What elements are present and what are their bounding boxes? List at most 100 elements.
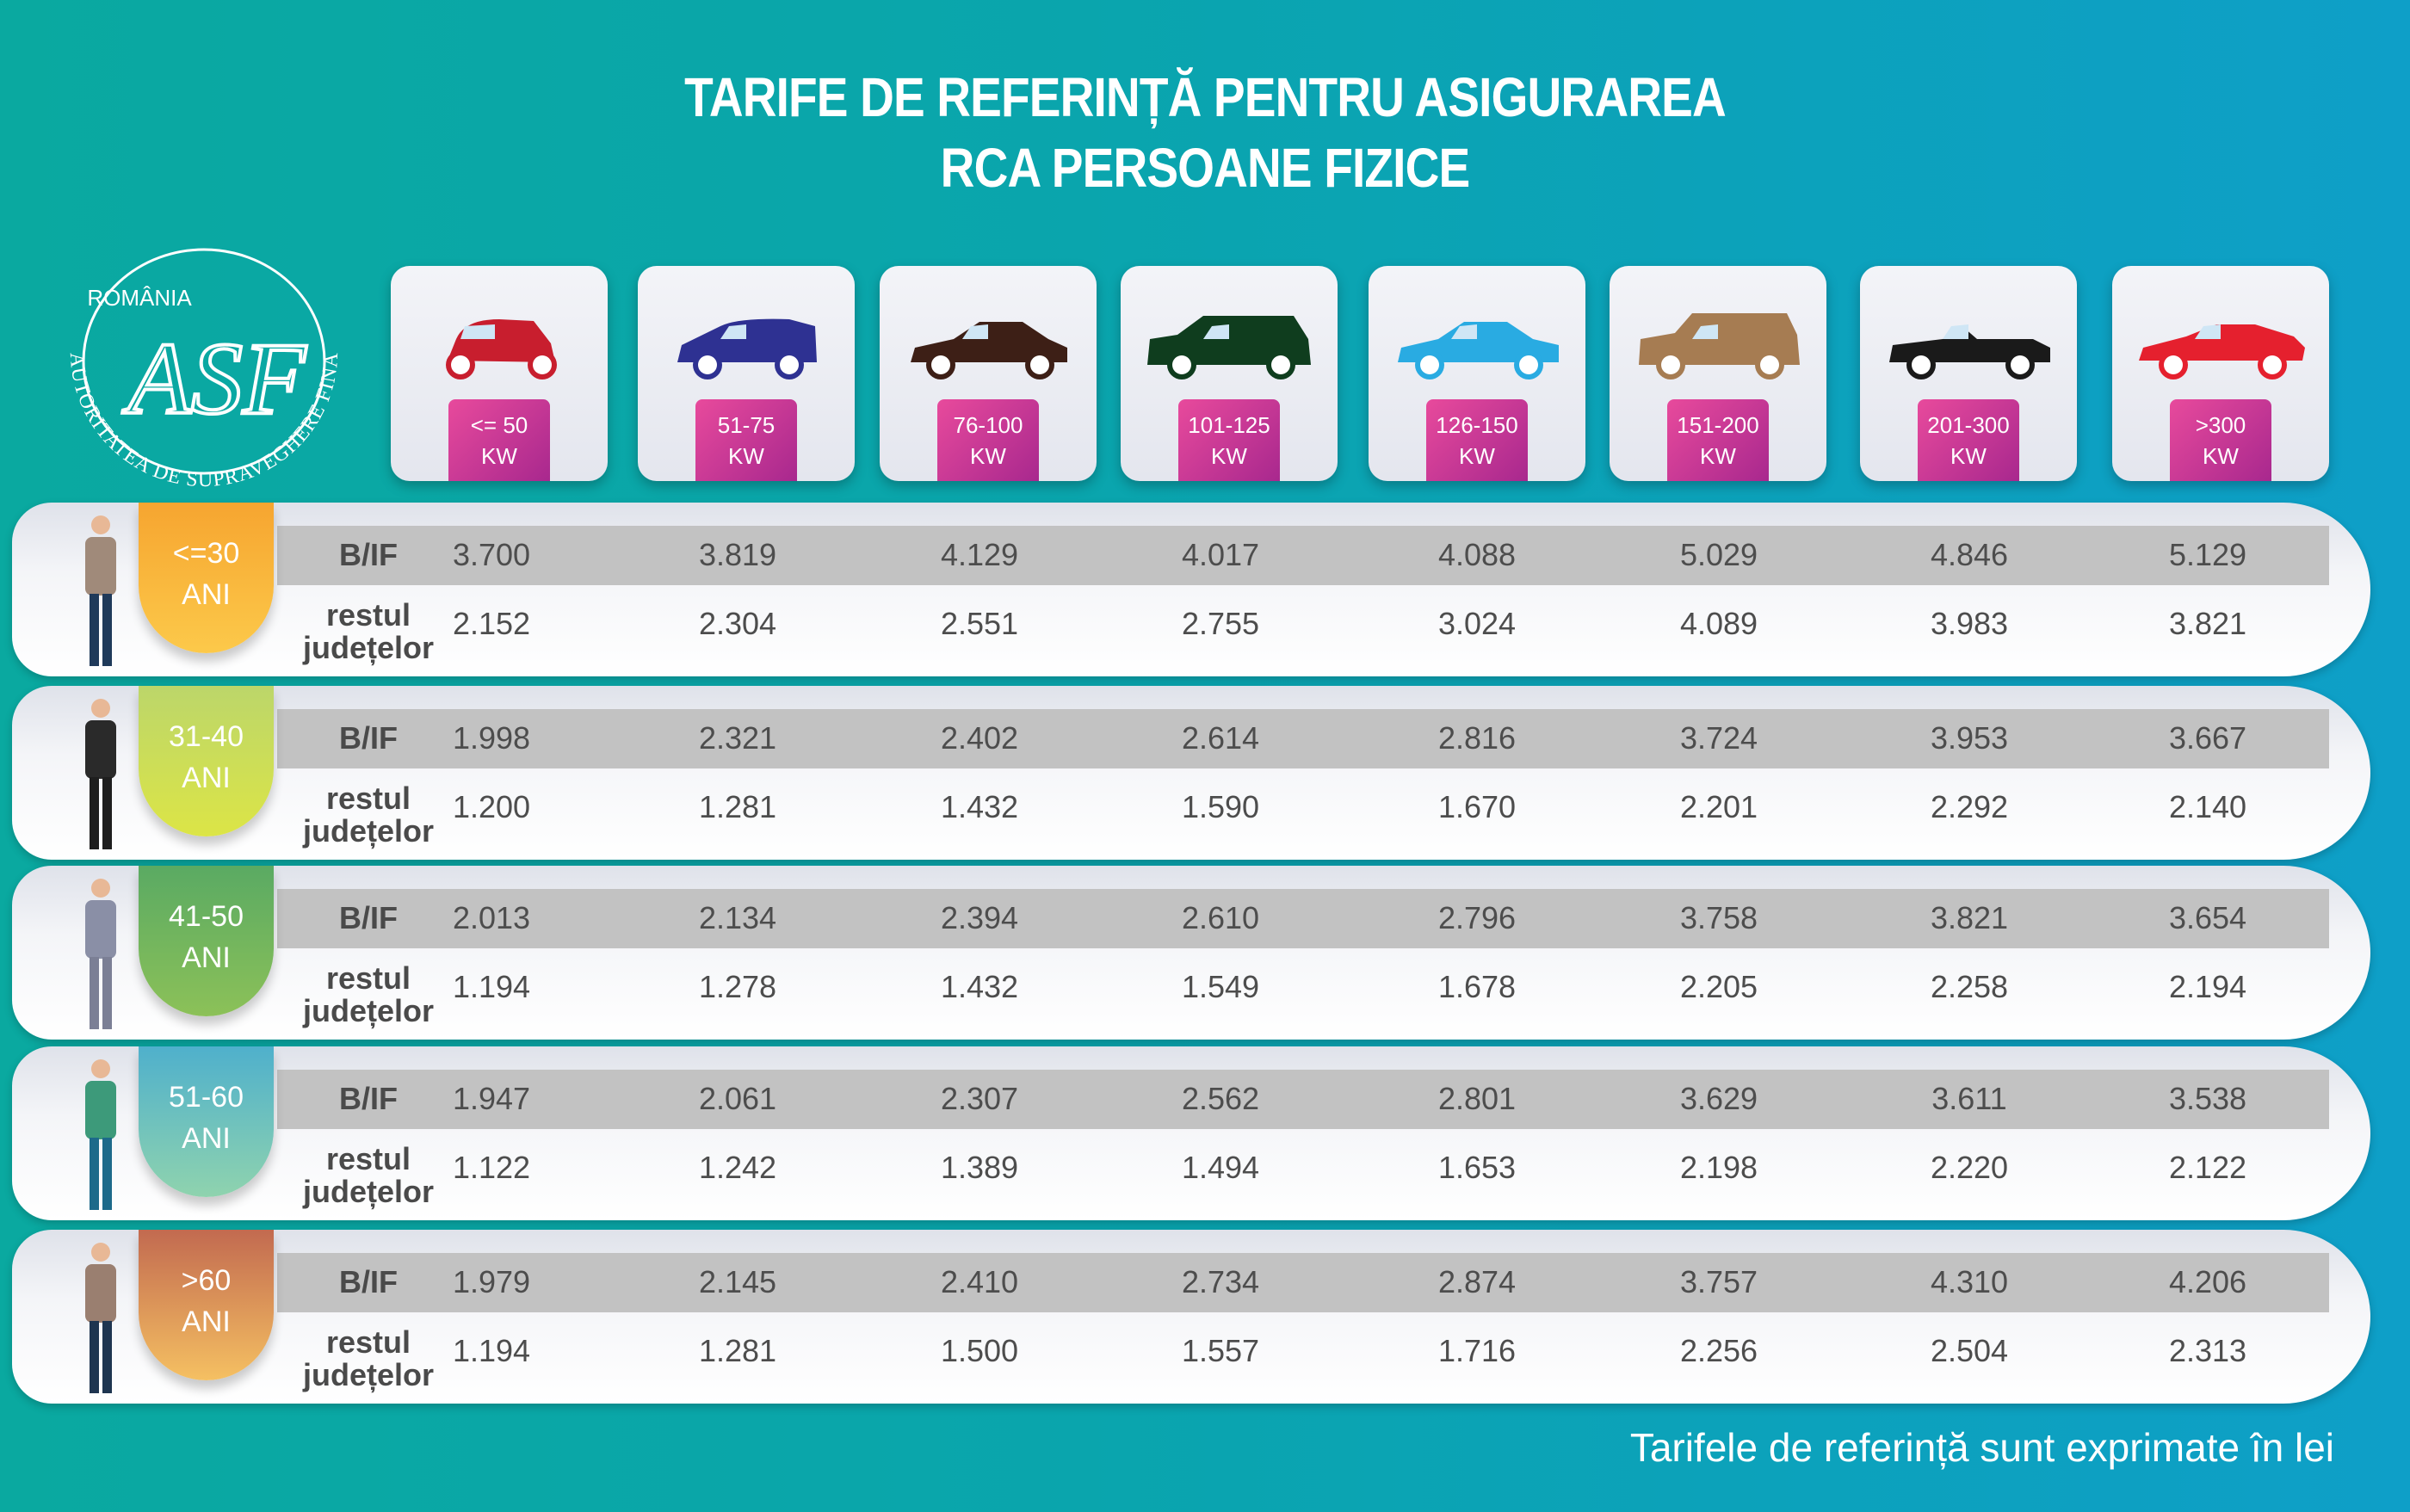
- rest-tariff: 2.313: [2168, 1333, 2247, 1368]
- rest-tariff: 2.122: [2168, 1150, 2247, 1185]
- bif-tariff: 3.654: [2168, 900, 2247, 935]
- rest-tariff: 1.122: [452, 1150, 531, 1185]
- bif-tariff: 3.538: [2168, 1081, 2247, 1116]
- bif-tariff: 1.998: [452, 720, 531, 756]
- person-icon: [85, 1243, 116, 1393]
- power-label: 101-125 KW: [1178, 399, 1280, 481]
- power-unit: KW: [1700, 443, 1736, 469]
- page-title-line2: RCA PERSOANE FIZICE: [940, 137, 1470, 199]
- age-range: 41-50: [169, 900, 244, 933]
- bif-tariff: 2.013: [452, 900, 531, 935]
- bif-tariff: 2.801: [1437, 1081, 1517, 1116]
- bif-tariff: 2.145: [698, 1264, 777, 1299]
- bif-tariff: 2.562: [1181, 1081, 1260, 1116]
- rest-tariff: 2.258: [1930, 969, 2009, 1004]
- power-category-card: 201-300 KW: [1860, 266, 2077, 481]
- rest-label: restul județelor: [282, 962, 454, 1028]
- rest-label-line2: județelor: [302, 1174, 434, 1209]
- power-unit: KW: [1211, 443, 1247, 469]
- rest-tariff: 2.304: [698, 606, 777, 641]
- power-range: <= 50: [470, 412, 528, 438]
- age-unit: ANI: [182, 941, 231, 974]
- rest-tariff: 2.198: [1679, 1150, 1758, 1185]
- rest-tariff: 2.256: [1679, 1333, 1758, 1368]
- rest-tariff: 1.242: [698, 1150, 777, 1185]
- bif-tariff: 2.816: [1437, 720, 1517, 756]
- rest-tariff: 2.292: [1930, 789, 2009, 824]
- rest-tariff: 1.549: [1181, 969, 1260, 1004]
- rest-label-line1: restul: [325, 781, 411, 816]
- bif-tariff: 4.129: [940, 537, 1019, 572]
- age-range: 51-60: [169, 1081, 244, 1114]
- bif-band: [277, 709, 2329, 768]
- age-range: 31-40: [169, 720, 244, 753]
- bif-label: B/IF: [339, 900, 398, 935]
- power-label: 126-150 KW: [1426, 399, 1528, 481]
- bif-tariff: 1.979: [452, 1264, 531, 1299]
- minivan-icon: [1147, 316, 1311, 380]
- convertible-icon: [1889, 324, 2050, 380]
- bif-tariff: 5.029: [1679, 537, 1758, 572]
- bif-tariff: 2.410: [940, 1264, 1019, 1299]
- rest-tariff: 1.200: [452, 789, 531, 824]
- rest-tariff: 1.389: [940, 1150, 1019, 1185]
- bif-band: [277, 1070, 2329, 1129]
- bif-label: B/IF: [339, 1264, 398, 1299]
- power-label: 76-100 KW: [937, 399, 1039, 481]
- age-unit: ANI: [182, 1122, 231, 1155]
- rest-tariff: 3.821: [2168, 606, 2247, 641]
- currency-note: Tarifele de referință sunt exprimate în …: [1629, 1425, 2334, 1470]
- rest-tariff: 1.281: [698, 789, 777, 824]
- bif-tariff: 2.614: [1181, 720, 1260, 756]
- bif-tariff: 3.700: [452, 537, 531, 572]
- power-unit: KW: [970, 443, 1006, 469]
- bif-band: [277, 889, 2329, 948]
- rest-tariff: 1.557: [1181, 1333, 1260, 1368]
- rest-tariff: 3.983: [1930, 606, 2009, 641]
- rest-label-line2: județelor: [302, 630, 434, 665]
- sedan-icon: [1398, 322, 1559, 380]
- person-icon: [85, 699, 116, 849]
- rest-tariff: 2.220: [1930, 1150, 2009, 1185]
- rest-tariff: 2.504: [1930, 1333, 2009, 1368]
- rest-tariff: 4.089: [1679, 606, 1758, 641]
- bif-tariff: 3.667: [2168, 720, 2247, 756]
- sports-car-icon: [2139, 324, 2305, 380]
- age-group-row: >60 ANI B/IF restul județelor 1.979 2.145 2.4…: [12, 1230, 2370, 1404]
- age-group-row: 41-50 ANI B/IF restul județelor 2.013 2.134 2…: [12, 866, 2370, 1040]
- bif-tariff: 4.206: [2168, 1264, 2247, 1299]
- asf-logo: AUTORITATEA DE SUPRAVEGHERE FINANCIARĂ R…: [45, 241, 342, 491]
- power-unit: KW: [728, 443, 764, 469]
- power-range: 51-75: [717, 412, 776, 438]
- age-badge: >60 ANI: [139, 1230, 274, 1380]
- bif-tariff: 4.017: [1181, 537, 1260, 572]
- power-range: 151-200: [1677, 412, 1759, 438]
- rest-label: restul județelor: [282, 782, 454, 848]
- rest-tariff: 1.194: [452, 1333, 531, 1368]
- power-range: 201-300: [1927, 412, 2010, 438]
- suv-icon: [1639, 313, 1800, 380]
- person-icon: [85, 1059, 116, 1210]
- rest-tariff: 1.716: [1437, 1333, 1517, 1368]
- bif-tariff: 3.629: [1679, 1081, 1758, 1116]
- power-category-card: 101-125 KW: [1121, 266, 1338, 481]
- hatchback-icon: [677, 318, 817, 380]
- age-group-row: 51-60 ANI B/IF restul județelor 1.947 2.061 2…: [12, 1046, 2370, 1220]
- rest-tariff: 2.201: [1679, 789, 1758, 824]
- age-group-row: 31-40 ANI B/IF restul județelor 1.998 2.321 2…: [12, 686, 2370, 860]
- bif-band: [277, 1253, 2329, 1312]
- age-range: <=30: [172, 537, 240, 570]
- bif-tariff: 3.953: [1930, 720, 2009, 756]
- age-badge: 41-50 ANI: [139, 866, 274, 1016]
- power-label: <= 50 KW: [448, 399, 550, 481]
- rest-tariff: 1.432: [940, 969, 1019, 1004]
- power-category-card: 126-150 KW: [1369, 266, 1585, 481]
- power-category-card: >300 KW: [2112, 266, 2329, 481]
- age-unit: ANI: [182, 1305, 231, 1338]
- sedan-icon: [911, 322, 1067, 380]
- bif-tariff: 5.129: [2168, 537, 2247, 572]
- rest-tariff: 1.653: [1437, 1150, 1517, 1185]
- rest-tariff: 1.278: [698, 969, 777, 1004]
- rest-tariff: 1.281: [698, 1333, 777, 1368]
- bif-label: B/IF: [339, 1081, 398, 1116]
